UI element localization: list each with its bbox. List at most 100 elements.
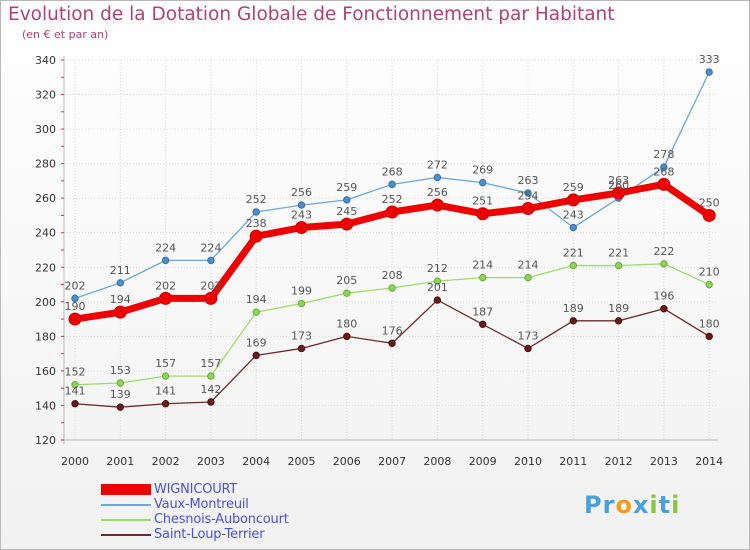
data-label-wignicourt-2002: 202 <box>155 279 176 292</box>
data-label-chesnois-auboncourt-2009: 214 <box>472 259 493 272</box>
data-label-vaux-montreuil-2008: 272 <box>427 158 448 171</box>
data-label-wignicourt-2006: 245 <box>336 205 357 218</box>
data-label-wignicourt-2011: 259 <box>563 181 584 194</box>
data-label-wignicourt-2001: 194 <box>110 293 131 306</box>
x-tick-label-2005: 2005 <box>288 455 316 468</box>
x-tick-label-2011: 2011 <box>559 455 587 468</box>
point-wignicourt-2004 <box>249 229 263 243</box>
point-chesnois-auboncourt-2013 <box>660 260 668 268</box>
point-saint-loup-terrier-2009 <box>479 320 487 328</box>
data-label-chesnois-auboncourt-2004: 194 <box>246 293 267 306</box>
point-wignicourt-2003 <box>204 291 218 305</box>
x-tick-label-2006: 2006 <box>333 455 361 468</box>
logo-part-i: i <box>649 491 659 519</box>
data-label-vaux-montreuil-2011: 243 <box>563 209 584 222</box>
point-vaux-montreuil-2006 <box>343 196 351 204</box>
y-tick-label-120: 120 <box>35 434 56 447</box>
y-tick-label-260: 260 <box>35 192 56 205</box>
data-label-saint-loup-terrier-2009: 187 <box>472 305 493 318</box>
point-chesnois-auboncourt-2004 <box>252 308 260 316</box>
data-label-vaux-montreuil-2001: 211 <box>110 264 131 277</box>
x-tick-label-2001: 2001 <box>106 455 134 468</box>
logo-part-o: o <box>615 491 633 519</box>
point-chesnois-auboncourt-2001 <box>116 379 125 387</box>
data-label-saint-loup-terrier-2003: 142 <box>200 383 221 396</box>
data-label-wignicourt-2009: 251 <box>472 195 493 208</box>
data-label-vaux-montreuil-2007: 268 <box>382 165 403 178</box>
proxiti-logo: Proxiti <box>584 491 680 519</box>
legend-swatch-vaux-montreuil <box>101 504 151 506</box>
x-tick-label-2014: 2014 <box>695 455 723 468</box>
data-label-vaux-montreuil-2013: 278 <box>653 148 674 161</box>
data-label-saint-loup-terrier-2005: 173 <box>291 329 312 342</box>
y-tick-label-240: 240 <box>35 227 56 240</box>
point-wignicourt-2000 <box>68 312 82 326</box>
point-wignicourt-2006 <box>340 217 354 231</box>
point-saint-loup-terrier-2012 <box>614 317 623 325</box>
data-label-chesnois-auboncourt-2008: 212 <box>427 262 448 275</box>
data-label-chesnois-auboncourt-2013: 222 <box>653 245 674 258</box>
point-wignicourt-2011 <box>566 193 580 207</box>
point-saint-loup-terrier-2003 <box>207 398 215 406</box>
data-label-saint-loup-terrier-2001: 139 <box>110 388 131 401</box>
x-tick-label-2010: 2010 <box>514 455 542 468</box>
y-tick-label-160: 160 <box>35 365 56 378</box>
data-label-saint-loup-terrier-2010: 173 <box>518 329 539 342</box>
x-tick-label-2004: 2004 <box>242 455 270 468</box>
y-tick-label-200: 200 <box>35 296 56 309</box>
point-saint-loup-terrier-2005 <box>297 344 306 353</box>
data-label-wignicourt-2000: 190 <box>65 300 86 313</box>
data-label-chesnois-auboncourt-2005: 199 <box>291 285 312 298</box>
point-saint-loup-terrier-2014 <box>705 332 713 341</box>
point-chesnois-auboncourt-2002 <box>161 372 170 380</box>
point-chesnois-auboncourt-2011 <box>569 261 577 270</box>
data-label-chesnois-auboncourt-2000: 152 <box>65 366 86 379</box>
point-chesnois-auboncourt-2006 <box>343 289 351 297</box>
point-wignicourt-2009 <box>476 207 490 221</box>
point-vaux-montreuil-2004 <box>252 208 260 216</box>
data-label-chesnois-auboncourt-2007: 208 <box>382 269 403 282</box>
data-label-wignicourt-2010: 254 <box>518 190 539 203</box>
data-label-vaux-montreuil-2010: 263 <box>518 174 539 187</box>
data-label-saint-loup-terrier-2007: 176 <box>382 324 403 337</box>
point-vaux-montreuil-2001 <box>116 279 125 287</box>
point-vaux-montreuil-2003 <box>207 256 215 265</box>
data-label-chesnois-auboncourt-2011: 221 <box>563 247 584 260</box>
point-chesnois-auboncourt-2008 <box>433 277 442 285</box>
point-vaux-montreuil-2007 <box>388 180 396 189</box>
data-label-saint-loup-terrier-2002: 141 <box>155 385 176 398</box>
data-label-saint-loup-terrier-2000: 141 <box>65 385 86 398</box>
legend-item-wignicourt: WIGNICOURT <box>100 482 360 498</box>
x-tick-label-2003: 2003 <box>197 455 225 468</box>
data-label-wignicourt-2013: 268 <box>653 165 674 178</box>
x-tick-label-2008: 2008 <box>423 455 451 468</box>
legend-label-wignicourt: WIGNICOURT <box>154 482 238 497</box>
data-label-vaux-montreuil-2003: 224 <box>200 241 221 254</box>
point-chesnois-auboncourt-2010 <box>524 273 532 282</box>
point-wignicourt-2007 <box>385 205 399 219</box>
point-vaux-montreuil-2009 <box>479 178 487 187</box>
logo-part-t: t <box>658 491 672 519</box>
data-label-chesnois-auboncourt-2010: 214 <box>518 259 539 272</box>
point-vaux-montreuil-2000 <box>71 294 79 303</box>
point-wignicourt-2008 <box>430 198 444 212</box>
chart-title: Evolution de la Dotation Globale de Fonc… <box>8 4 615 25</box>
point-chesnois-auboncourt-2007 <box>388 284 396 292</box>
data-label-chesnois-auboncourt-2002: 157 <box>155 357 176 370</box>
point-chesnois-auboncourt-2000 <box>71 381 79 389</box>
point-saint-loup-terrier-2001 <box>116 403 125 411</box>
data-label-chesnois-auboncourt-2014: 210 <box>699 266 720 279</box>
data-label-chesnois-auboncourt-2012: 221 <box>608 247 629 260</box>
point-chesnois-auboncourt-2012 <box>614 261 623 270</box>
legend-swatch-wignicourt <box>101 484 151 495</box>
point-vaux-montreuil-2010 <box>524 189 532 197</box>
data-label-chesnois-auboncourt-2006: 205 <box>336 274 357 287</box>
data-label-vaux-montreuil-2004: 252 <box>246 193 267 206</box>
point-saint-loup-terrier-2000 <box>71 400 79 408</box>
legend: WIGNICOURT Vaux-Montreuil Chesnois-Aubon… <box>100 482 360 543</box>
point-chesnois-auboncourt-2014 <box>705 280 713 289</box>
point-wignicourt-2010 <box>521 202 535 216</box>
point-saint-loup-terrier-2013 <box>660 305 668 313</box>
logo-part-pr: Pr <box>584 491 616 519</box>
